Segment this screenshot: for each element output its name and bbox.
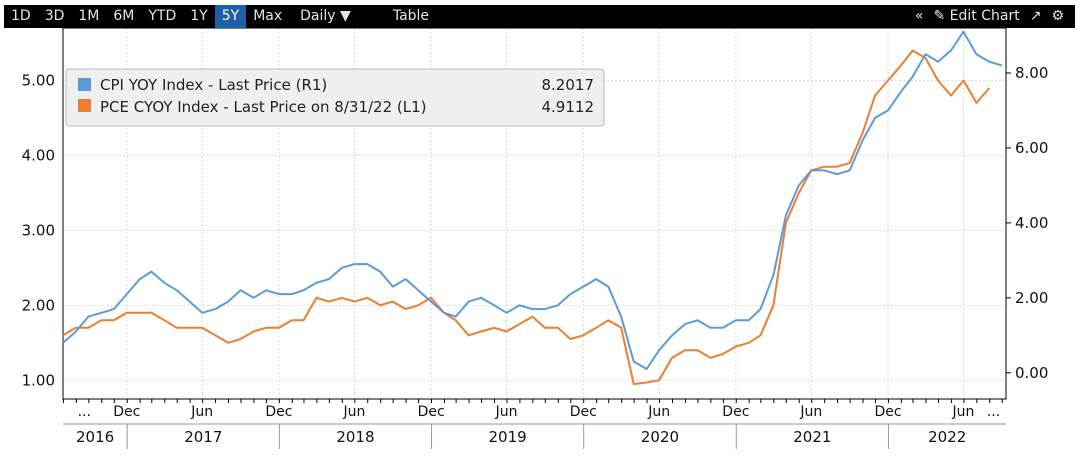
year-tick-label: 2017 [184, 428, 222, 446]
month-tick-label: ... [987, 404, 1000, 420]
month-tick-label: Jun [342, 404, 365, 420]
legend-value-pce: 4.9112 [542, 98, 595, 116]
month-tick-label: Jun [495, 404, 518, 420]
range-button-3d[interactable]: 3D [44, 8, 65, 24]
plot-frame [62, 28, 1007, 400]
month-tick-label: Dec [570, 404, 597, 420]
collapse-icon[interactable]: « [914, 8, 924, 24]
left-axis: 1.00 2.00 3.00 4.00 5.00 [22, 71, 55, 389]
chart-toolbar: 1D 3D 1M 6M YTD 1Y 5Y Max Daily ▼ Table « ✎ Edi… [4, 5, 1075, 28]
range-button-1d[interactable]: 1D [11, 8, 31, 24]
year-tick-label: 2020 [641, 428, 679, 446]
left-tick-label: 4.00 [22, 146, 55, 164]
range-button-6m[interactable]: 6M [113, 8, 135, 24]
right-tick-label: 0.00 [1015, 364, 1048, 382]
edit-chart-button[interactable]: ✎ Edit Chart [928, 5, 1024, 28]
month-tick-label: Dec [418, 404, 445, 420]
legend-value-cpi: 8.2017 [542, 76, 595, 94]
left-tick-label: 3.00 [22, 221, 55, 239]
expand-icon[interactable]: ↗ [1029, 8, 1042, 24]
range-button-5y[interactable]: 5Y [214, 5, 247, 28]
gear-icon[interactable]: ⚙ [1051, 8, 1064, 24]
pencil-icon: ✎ [933, 8, 946, 24]
month-tick-label: Dec [874, 404, 901, 420]
year-tick-label: 2018 [336, 428, 374, 446]
range-selector: 1D 3D 1M 6M YTD 1Y 5Y Max [4, 5, 289, 28]
month-tick-label: Jun [647, 404, 670, 420]
legend-swatch-cpi [78, 78, 91, 91]
left-tick-label: 1.00 [22, 371, 55, 389]
table-button[interactable]: Table [392, 8, 430, 24]
chevron-down-icon: ▼ [340, 8, 351, 24]
right-axis: 0.00 2.00 4.00 6.00 8.00 [1006, 64, 1048, 382]
month-tick-label: Dec [113, 404, 140, 420]
right-tick-label: 6.00 [1015, 139, 1048, 157]
frequency-label: Daily [300, 8, 336, 24]
line-chart: 1.00 2.00 3.00 4.00 5.00 0.00 2.00 4.00 6.00 8.0… [22, 28, 1048, 449]
x-axis: ... Dec Jun Dec Jun Dec Jun Dec Jun Dec Jun Dec Jun.… [62, 399, 1006, 449]
month-tick-label: ... [78, 404, 91, 420]
series-layer [62, 30, 1003, 385]
month-tick-label: Jun [799, 404, 822, 420]
year-tick-label: 2021 [793, 428, 831, 446]
year-tick-label: 2016 [76, 428, 114, 446]
left-tick-label: 2.00 [22, 296, 55, 314]
year-tick-label: 2022 [928, 428, 966, 446]
chart-grid [63, 28, 1006, 399]
frequency-dropdown[interactable]: Daily ▼ [293, 5, 358, 28]
series-line-pce [62, 49, 991, 385]
range-button-1m[interactable]: 1M [78, 8, 100, 24]
legend-label-cpi: CPI YOY Index - Last Price (R1) [100, 76, 327, 94]
edit-chart-label: Edit Chart [949, 8, 1020, 24]
series-line-cpi [62, 30, 1003, 370]
legend-label-pce: PCE CYOY Index - Last Price on 8/31/22 (… [100, 98, 427, 116]
right-tick-label: 2.00 [1015, 289, 1048, 307]
right-tick-label: 8.00 [1015, 64, 1048, 82]
left-tick-label: 5.00 [22, 71, 55, 89]
month-tick-label: Jun [952, 404, 975, 420]
month-tick-label: Dec [722, 404, 749, 420]
month-tick-label: Dec [265, 404, 292, 420]
chart-legend: CPI YOY Index - Last Price (R1) 8.2017 P… [65, 68, 605, 127]
range-button-1y[interactable]: 1Y [190, 8, 208, 24]
range-button-ytd[interactable]: YTD [148, 8, 177, 24]
toolbar-right: « ✎ Edit Chart ↗ ⚙ [910, 5, 1069, 28]
legend-swatch-pce [78, 99, 91, 112]
month-tick-label: Jun [190, 404, 213, 420]
range-button-max[interactable]: Max [253, 8, 283, 24]
year-tick-label: 2019 [489, 428, 527, 446]
right-tick-label: 4.00 [1015, 214, 1048, 232]
legend-box [65, 68, 605, 127]
